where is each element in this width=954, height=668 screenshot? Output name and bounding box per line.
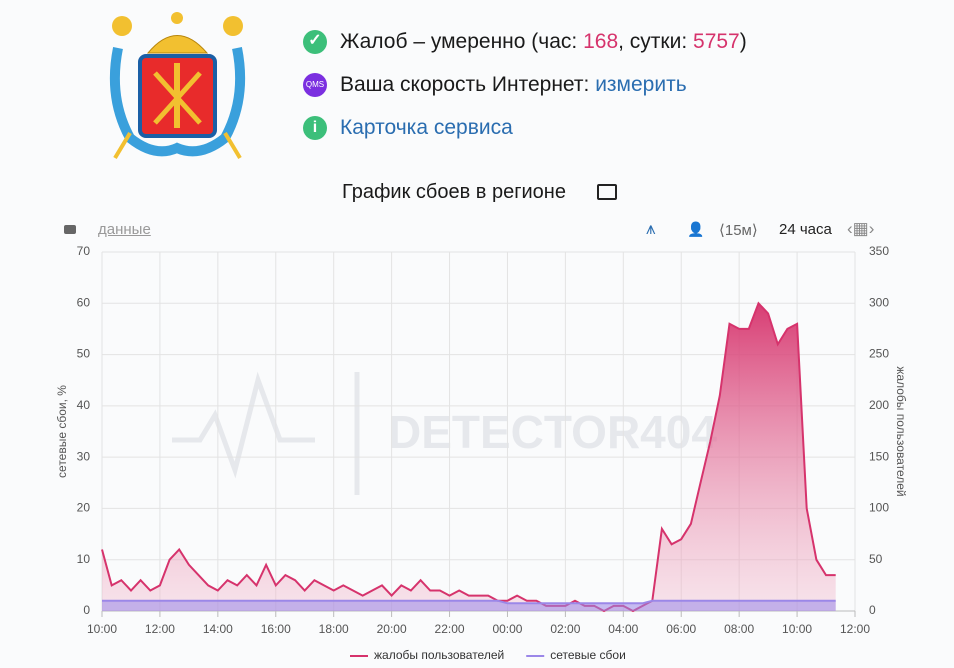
legend-label: жалобы пользователей <box>374 648 504 662</box>
x-tick-label: 06:00 <box>666 622 696 636</box>
y-tick-label: 10 <box>77 552 91 566</box>
calendar-nav[interactable]: ‹▦› <box>847 219 875 238</box>
y2-tick-label: 150 <box>869 449 889 463</box>
ok-icon: ✓ <box>303 30 327 54</box>
y-tick-label: 50 <box>77 347 91 361</box>
status-text: ) <box>739 30 747 53</box>
series-area <box>102 303 836 611</box>
watermark-logo <box>172 371 360 495</box>
x-tick-label: 14:00 <box>203 622 233 636</box>
y-axis-title: сетевые сбои, % <box>55 385 69 478</box>
speed-label: Ваша скорость Интернет: <box>340 73 596 96</box>
y2-tick-label: 300 <box>869 295 889 309</box>
x-tick-label: 10:00 <box>87 622 117 636</box>
x-tick-label: 12:00 <box>145 622 175 636</box>
series-line <box>101 301 836 613</box>
y-tick-label: 0 <box>83 603 90 617</box>
y-tick-label: 40 <box>77 398 91 412</box>
day-count: 5757 <box>693 30 740 53</box>
x-tick-label: 12:00 <box>840 622 870 636</box>
monitor-icon <box>597 184 617 200</box>
user-button[interactable]: 👤 <box>687 221 705 237</box>
x-tick-label: 02:00 <box>550 622 580 636</box>
status-text: , сутки: <box>618 30 694 53</box>
y2-tick-label: 350 <box>869 244 889 258</box>
series-area <box>102 600 836 611</box>
status-line: Жалоб – умеренно (час: 168, сутки: 5757) <box>340 30 747 54</box>
y-tick-label: 60 <box>77 295 91 309</box>
x-tick-label: 00:00 <box>492 622 522 636</box>
watermark: DETECTOR404 <box>388 406 717 458</box>
x-tick-label: 16:00 <box>261 622 291 636</box>
x-tick-label: 04:00 <box>608 622 638 636</box>
x-tick-label: 18:00 <box>319 622 349 636</box>
y-tick-label: 30 <box>77 449 91 463</box>
y-tick-label: 70 <box>77 244 91 258</box>
qms-icon: QMS <box>303 73 327 97</box>
y2-tick-label: 0 <box>869 603 876 617</box>
x-tick-label: 10:00 <box>782 622 812 636</box>
period-button[interactable]: 24 часа <box>779 221 832 238</box>
coat-of-arms <box>109 12 246 160</box>
hour-count: 168 <box>583 30 619 53</box>
service-link[interactable]: Карточка сервиса <box>340 116 513 139</box>
x-tick-label: 22:00 <box>435 622 465 636</box>
series-line <box>102 599 836 605</box>
info-icon: i <box>303 116 327 140</box>
chart-type-button[interactable]: ⩚ <box>646 219 656 238</box>
data-link[interactable]: данные <box>98 221 151 238</box>
y2-tick-label: 50 <box>869 552 883 566</box>
speed-link[interactable]: измерить <box>595 73 687 96</box>
x-tick-label: 08:00 <box>724 622 754 636</box>
y2-axis-title: жалобы пользователей <box>894 366 908 496</box>
status-text: Жалоб – умеренно (час: <box>340 30 584 53</box>
y2-tick-label: 250 <box>869 347 889 361</box>
chart-heading: График сбоев в регионе <box>342 181 566 203</box>
camera-icon[interactable] <box>64 225 76 234</box>
legend-label: сетевые сбои <box>550 648 626 662</box>
speed-line: Ваша скорость Интернет: измерить <box>340 73 687 97</box>
y2-tick-label: 100 <box>869 501 889 515</box>
interval-button[interactable]: ⟨15м⟩ <box>719 222 758 239</box>
y-tick-label: 20 <box>77 501 91 515</box>
y2-tick-label: 200 <box>869 398 889 412</box>
x-tick-label: 20:00 <box>377 622 407 636</box>
